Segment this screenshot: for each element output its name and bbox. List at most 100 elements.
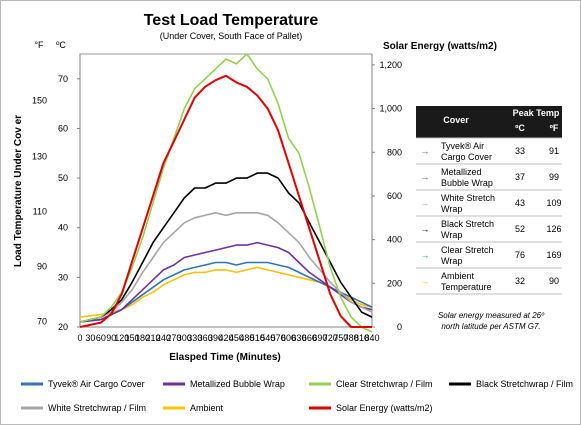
y-tick-f-label: 130 [32, 151, 47, 161]
table-row-peak-c: 43 [515, 198, 525, 208]
table-row-peak-f: 126 [546, 224, 561, 234]
tick-labels: 0 30 60 90120150180210240270300330360390420… [32, 60, 402, 343]
x-tick-label: 510 [250, 333, 265, 343]
x-tick-label: 300 [177, 333, 192, 343]
x-tick-label: 480 [239, 333, 254, 343]
table-row-peak-c: 33 [515, 146, 525, 156]
table-header-cover: Cover [443, 115, 469, 125]
y-tick-c-label: 20 [58, 322, 68, 332]
legend-item: White Stretchwrap / Film [48, 403, 146, 413]
table-row-cover: Ambient [441, 271, 475, 281]
legend: Tyvek® Air Cargo Cover Metallized Bubble … [21, 379, 573, 413]
unit-c-label: ºC [56, 40, 66, 50]
x-tick-label: 690 [312, 333, 327, 343]
y-axis-left-label: Load Temperature Under Cov er [13, 115, 24, 267]
table-row-arrow-icon: → [421, 250, 430, 260]
table-row-peak-f: 90 [549, 276, 559, 286]
table-row-cover: Wrap [441, 230, 462, 240]
x-tick-label: 120 [114, 333, 129, 343]
y-tick-c-label: 50 [58, 173, 68, 183]
y-tick-f-label: 70 [37, 317, 47, 327]
x-tick-label: 750 [333, 333, 348, 343]
y-tick-c-label: 60 [58, 123, 68, 133]
legend-item: Clear Stretchwrap / Film [336, 379, 433, 389]
table-header-f: ºF [550, 123, 559, 133]
x-tick-label: 330 [187, 333, 202, 343]
note-line-2: north latitude per ASTM G7. [441, 322, 540, 331]
table-header-peak: Peak Temp [513, 108, 560, 118]
table-row-cover: Black Stretch [441, 219, 494, 229]
x-tick-label: 390 [208, 333, 223, 343]
y-tick-f-label: 110 [33, 206, 47, 216]
table-row-peak-c: 37 [515, 172, 525, 182]
table-row-arrow-icon: → [421, 224, 430, 234]
series-layer [79, 53, 373, 333]
x-tick-label: 30 [85, 333, 95, 343]
table-header-bg [416, 106, 562, 138]
y-tick-f-label: 150 [32, 96, 47, 106]
legend-item: Ambient [190, 403, 224, 413]
table-row-arrow-icon: → [421, 276, 430, 286]
x-tick-label: 810 [354, 333, 369, 343]
series-line-tyvek-air-cargo-cover [79, 261, 373, 323]
table-row-cover: Tyvek® Air [441, 141, 484, 151]
plot-area [79, 53, 373, 328]
table-row-cover: Wrap [441, 204, 462, 214]
chart-subtitle: (Under Cover, South Face of Pallet) [160, 31, 303, 41]
x-tick-label: 840 [364, 333, 379, 343]
x-tick-label: 600 [281, 333, 296, 343]
legend-item: Tyvek® Air Cargo Cover [48, 379, 145, 389]
table-row-arrow-icon: → [421, 146, 430, 156]
x-tick-label: 270 [166, 333, 181, 343]
x-tick-label: 720 [323, 333, 338, 343]
x-tick-label: 780 [344, 333, 359, 343]
y-tick-solar-label: 600 [387, 191, 402, 201]
x-tick-label: 630 [291, 333, 306, 343]
y-axis-right-label: Solar Energy (watts/m2) [383, 41, 497, 52]
y-tick-solar-label: 400 [387, 235, 402, 245]
x-tick-label: 150 [125, 333, 140, 343]
series-line-clear-stretchwrap-film [79, 53, 373, 333]
x-tick-label: 60 [96, 333, 106, 343]
x-tick-label: 420 [218, 333, 233, 343]
table-row-arrow-icon: → [421, 198, 430, 208]
table-row-peak-c: 52 [515, 224, 525, 234]
chart-title: Test Load Temperature [144, 12, 319, 29]
y-axis-right-label-text: Solar Energy (watts/m2) [383, 41, 497, 52]
table-row-cover: Bubble Wrap [441, 178, 493, 188]
y-tick-solar-label: 1,000 [379, 104, 402, 114]
x-tick-label: 570 [271, 333, 286, 343]
series-line-metallized-bubble-wrap [79, 241, 373, 323]
unit-f-label: °F [34, 40, 44, 50]
table-row-peak-f: 99 [549, 172, 559, 182]
table-row-cover: White Stretch [441, 193, 495, 203]
y-tick-c-label: 40 [58, 223, 68, 233]
table-row-cover: Temperature [441, 282, 492, 292]
legend-item: Black Stretchwrap / Film [476, 379, 573, 389]
x-tick-label: 0 [77, 333, 82, 343]
legend-item: Metallized Bubble Wrap [190, 379, 285, 389]
table-row-peak-c: 32 [515, 276, 525, 286]
table-row-arrow-icon: → [421, 172, 430, 182]
table-row-cover: Wrap [441, 256, 462, 266]
x-tick-label: 540 [260, 333, 275, 343]
y-tick-solar-label: 800 [387, 147, 402, 157]
x-tick-label: 360 [198, 333, 213, 343]
table-row-cover: Clear Stretch [441, 245, 494, 255]
y-tick-f-label: 90 [37, 261, 47, 271]
table-row-peak-c: 76 [515, 250, 525, 260]
legend-item: Solar Energy (watts/m2) [336, 403, 433, 413]
y-tick-c-label: 70 [58, 74, 68, 84]
x-tick-label: 210 [145, 333, 160, 343]
series-line-solar-energy-watts-m2 [79, 74, 372, 328]
table-row-peak-f: 109 [546, 198, 561, 208]
table-row-peak-f: 169 [546, 250, 561, 260]
y-tick-solar-label: 1,200 [379, 60, 402, 70]
y-tick-solar-label: 200 [387, 278, 402, 288]
x-tick-label: 660 [302, 333, 317, 343]
table-row-cover: Cargo Cover [441, 152, 492, 162]
